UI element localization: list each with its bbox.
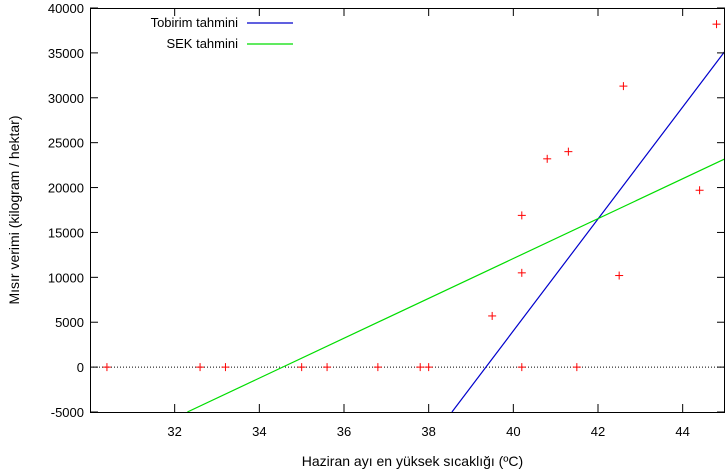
data-point [517,268,526,277]
legend: Tobirim tahmini SEK tahmini [151,15,293,51]
legend-label-1: Tobirim tahmini [151,15,239,30]
data-point [488,311,497,320]
y-tick-label: -5000 [51,405,84,420]
x-tick-label: 38 [421,424,435,439]
data-point [564,147,573,156]
data-point [416,363,425,372]
series-line-2 [187,158,725,412]
x-tick-label: 36 [337,424,351,439]
data-point [543,154,552,163]
data-point [373,363,382,372]
x-tick-label: 34 [252,424,266,439]
y-tick-label: 0 [77,360,84,375]
data-point [196,363,205,372]
data-point [619,82,628,91]
y-tick-label: 15000 [48,225,84,240]
data-point [695,186,704,195]
series-line-1 [451,50,725,412]
data-point [323,363,332,372]
data-point [517,211,526,220]
y-axis-label: Mısır verimi (kilogram / hektar) [6,115,22,304]
data-point [221,363,230,372]
data-point [712,20,721,29]
x-tick-label: 40 [506,424,520,439]
data-point [297,363,306,372]
y-tick-label: 10000 [48,270,84,285]
x-axis-label: Haziran ayı en yüksek sıcaklığı (ºC) [302,453,523,469]
plot-frame [90,8,725,413]
y-tick-label: 20000 [48,181,84,196]
y-tick-label: 25000 [48,136,84,151]
y-tick-label: 40000 [48,1,84,16]
x-tick-label: 42 [591,424,605,439]
x-tick-label: 44 [675,424,689,439]
y-tick-label: 30000 [48,91,84,106]
data-point [572,363,581,372]
y-tick-label: 35000 [48,46,84,61]
legend-label-2: SEK tahmini [166,36,238,51]
y-tick-label: 5000 [55,315,84,330]
x-tick-label: 32 [167,424,181,439]
data-point [517,363,526,372]
data-point [424,363,433,372]
data-point [102,363,111,372]
data-point [615,271,624,280]
